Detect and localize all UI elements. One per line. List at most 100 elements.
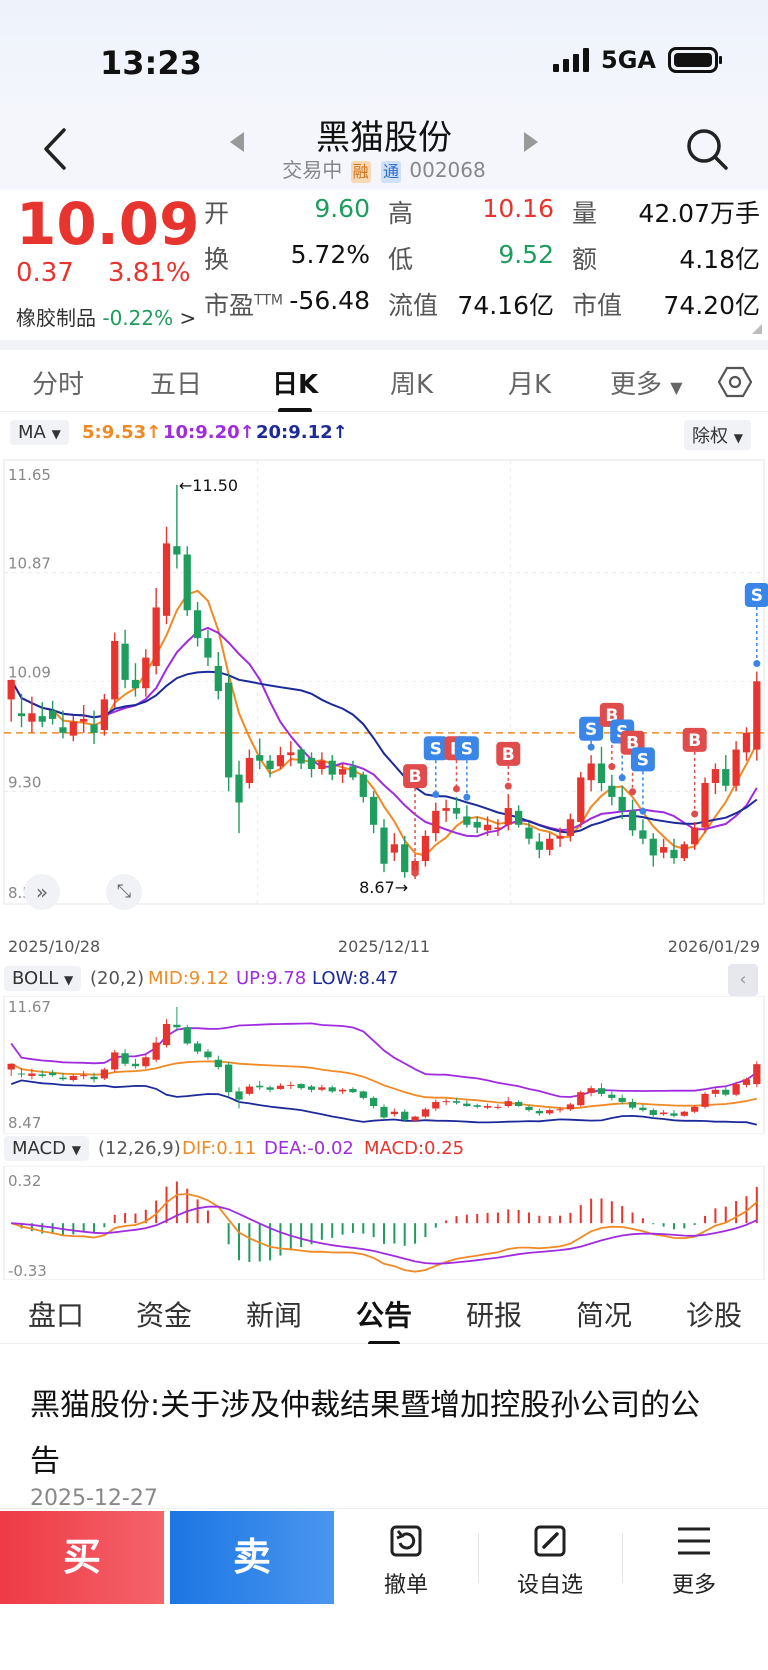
- candle-body: [183, 554, 191, 611]
- search-icon[interactable]: [682, 124, 732, 174]
- boll-low: LOW:8.47: [312, 968, 399, 989]
- high-value: 10.16: [482, 194, 554, 223]
- candle-body: [390, 844, 398, 853]
- candle-body: [566, 819, 575, 836]
- fast-forward-icon[interactable]: »: [24, 874, 60, 910]
- macd-top-label: 0.32: [8, 1172, 41, 1190]
- boll-candle-body: [225, 1064, 233, 1093]
- boll-candle-body: [214, 1059, 222, 1068]
- boll-candle-body: [670, 1113, 678, 1116]
- candle-body: [546, 838, 554, 850]
- boll-candle-body: [59, 1077, 67, 1080]
- boll-candle-body: [204, 1051, 212, 1058]
- boll-dropdown[interactable]: BOLL ▼: [4, 966, 82, 991]
- boll-candle-body: [546, 1110, 554, 1114]
- announcement-title[interactable]: 黑猫股份:关于涉及仲裁结果暨增加控股孙公司的公告: [30, 1388, 701, 1479]
- amount-label: 额: [572, 245, 598, 274]
- boll-candle-body: [566, 1104, 575, 1110]
- separator: [622, 1533, 623, 1583]
- candle-body: [691, 827, 699, 845]
- tab-research[interactable]: 研报: [466, 1299, 523, 1332]
- stock-code: 002068: [409, 158, 486, 182]
- ma-dropdown[interactable]: MA ▼: [10, 420, 69, 445]
- boll-candle-body: [69, 1075, 77, 1081]
- expand-corner-icon[interactable]: [752, 324, 762, 334]
- candle-body: [587, 763, 595, 781]
- candle-body: [152, 607, 160, 666]
- market-cap-value: 74.20亿: [663, 291, 760, 320]
- candle-body: [69, 721, 77, 736]
- candle-body: [463, 816, 471, 825]
- candle-body: [556, 835, 564, 839]
- tab-news[interactable]: 新闻: [246, 1299, 303, 1332]
- tab-order-book[interactable]: 盘口: [28, 1299, 85, 1332]
- ma10-value: 10:9.20↑: [163, 422, 255, 443]
- macd-dea-line: [11, 1205, 758, 1265]
- collapse-icon[interactable]: ‹: [728, 964, 758, 996]
- tab-diagnosis[interactable]: 诊股: [686, 1299, 743, 1332]
- candle-body: [504, 808, 512, 825]
- tab-intraday[interactable]: 分时: [32, 370, 85, 400]
- boll-candle-body: [504, 1101, 512, 1107]
- candle-body: [473, 821, 481, 828]
- cancel-order-button[interactable]: 撤单: [346, 1521, 466, 1599]
- tab-funds[interactable]: 资金: [136, 1299, 193, 1332]
- candle-body: [494, 827, 502, 830]
- tab-profile[interactable]: 简况: [576, 1299, 633, 1332]
- boll-candle-body: [401, 1111, 409, 1120]
- ma-indicator-bar: MA ▼ 5:9.53↑ 10:9.20↑ 20:9.12↑ 除权 ▼: [0, 412, 768, 456]
- signal-letter: S: [461, 739, 473, 759]
- boll-bottom-label: 8.47: [8, 1114, 41, 1132]
- boll-candle-body: [131, 1063, 140, 1067]
- buy-button[interactable]: 买: [0, 1511, 164, 1605]
- macd-chart: 0.32 -0.33: [3, 1166, 765, 1280]
- tab-daily-k[interactable]: 日K: [272, 364, 318, 413]
- fullscreen-icon[interactable]: ⤡: [106, 874, 142, 910]
- candle-body: [670, 849, 678, 859]
- x-tick-label: 2026/01/29: [668, 937, 760, 956]
- tab-five-day[interactable]: 五日: [150, 370, 203, 400]
- candle-body: [432, 810, 440, 834]
- sector-link[interactable]: 橡胶制品 -0.22% >: [16, 302, 196, 331]
- boll-candle-body: [732, 1084, 740, 1095]
- boll-candle-body: [556, 1109, 564, 1111]
- status-icons: 5GA: [553, 46, 722, 74]
- add-watchlist-button[interactable]: 设自选: [490, 1521, 610, 1599]
- next-stock-icon[interactable]: [524, 132, 538, 152]
- candle-body: [307, 757, 316, 770]
- boll-candle-body: [328, 1087, 336, 1092]
- more-button[interactable]: 更多: [634, 1521, 754, 1599]
- signal-dot: [452, 785, 460, 793]
- tab-monthly-k[interactable]: 月K: [508, 370, 552, 400]
- signal-dot: [432, 790, 440, 798]
- candle-body: [121, 643, 129, 680]
- boll-candle-body: [100, 1069, 109, 1079]
- y-tick-label: 9.30: [8, 773, 41, 791]
- prev-stock-icon[interactable]: [230, 132, 244, 152]
- sell-button[interactable]: 卖: [170, 1511, 334, 1605]
- candle-body: [421, 835, 430, 861]
- chevron-right-icon: >: [179, 306, 197, 330]
- connect-tag: 通: [381, 161, 402, 183]
- adjust-dropdown[interactable]: 除权 ▼: [684, 420, 751, 450]
- announcement-item[interactable]: 黑猫股份:关于涉及仲裁结果暨增加控股孙公司的公告 2025-12-27: [0, 1344, 768, 1511]
- x-tick-label: 2025/10/28: [8, 937, 100, 956]
- tab-weekly-k[interactable]: 周K: [390, 370, 434, 400]
- candle-body: [204, 638, 212, 658]
- kline-chart-area: MA ▼ 5:9.53↑ 10:9.20↑ 20:9.12↑ 除权 ▼ 11.6…: [0, 412, 768, 1280]
- boll-candle-body: [452, 1101, 461, 1103]
- tab-more[interactable]: 更多 ▼: [610, 370, 683, 400]
- back-icon[interactable]: [36, 124, 76, 174]
- candle-body: [173, 546, 181, 555]
- candle-body: [266, 760, 274, 770]
- boll-candle-body: [142, 1057, 150, 1067]
- settings-icon[interactable]: [718, 366, 752, 398]
- boll-candle-body: [597, 1088, 606, 1094]
- margin-tag: 融: [350, 161, 371, 183]
- macd-dropdown[interactable]: MACD ▼: [4, 1136, 89, 1161]
- boll-candle-body: [235, 1091, 243, 1100]
- boll-candle-body: [90, 1076, 98, 1080]
- candle-body: [753, 681, 761, 750]
- tab-announcements[interactable]: 公告: [356, 1294, 412, 1346]
